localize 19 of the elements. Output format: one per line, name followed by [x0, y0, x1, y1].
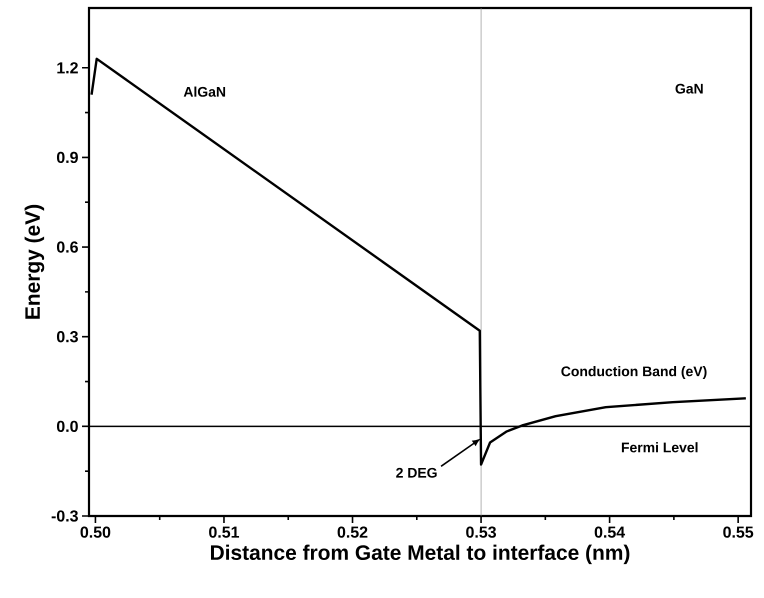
- y-tick-label: 0.3: [56, 331, 78, 342]
- y-tick-label: 0.0: [56, 420, 78, 432]
- x-tick-label: 0.54: [594, 526, 626, 538]
- x-axis-title: Distance from Gate Metal to interface (nm): [210, 544, 630, 564]
- annotation: Fermi Level: [622, 442, 698, 452]
- x-tick-label: 0.52: [338, 526, 368, 538]
- y-tick-label: 0.6: [56, 241, 78, 253]
- y-axis-title: Energy (eV): [24, 204, 44, 319]
- y-tick-label: -0.3: [52, 510, 78, 522]
- x-tick-label: 0.50: [80, 526, 110, 538]
- y-tick-label: 1.2: [57, 62, 78, 74]
- annotation: GaN: [676, 84, 703, 94]
- annotation: Conduction Band (eV): [561, 366, 707, 380]
- annotation: 2 DEG: [396, 468, 437, 478]
- y-tick-label: 0.9: [56, 152, 78, 164]
- x-tick-label: 0.51: [209, 526, 240, 538]
- x-tick-label: 0.55: [723, 526, 754, 538]
- x-tick-label: 0.53: [466, 526, 496, 538]
- annotation: AlGaN: [184, 86, 226, 97]
